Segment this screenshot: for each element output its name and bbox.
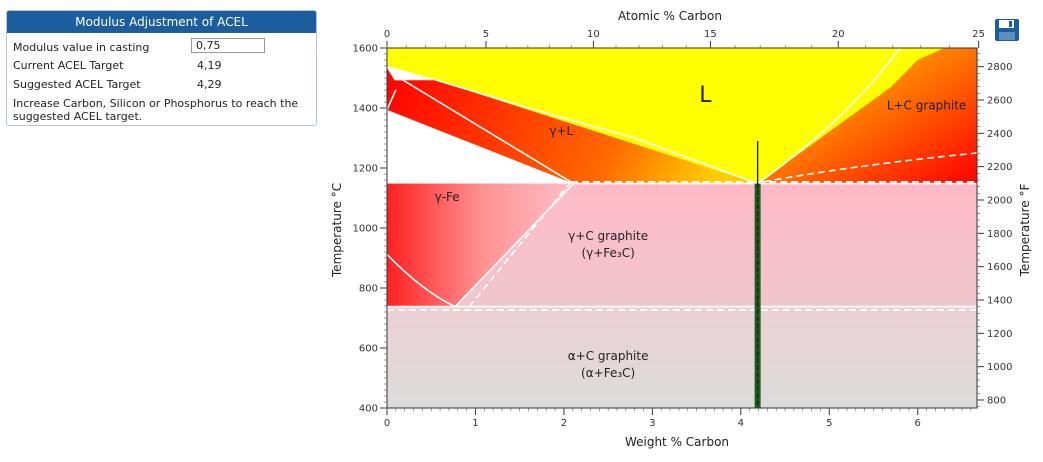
label-alpha-graphite: α+C graphite	[568, 349, 649, 363]
region-labels: L L+C graphite γ+L γ-Fe γ+C graphite (γ+Fe₃C)…	[435, 83, 967, 380]
label-gamma-liquid: γ+L	[549, 124, 573, 138]
label-gamma-fe: γ-Fe	[435, 190, 460, 204]
x-bottom-tick-label: 5	[826, 418, 832, 429]
y-right-tick-label: 1000	[987, 362, 1012, 373]
y-right-tick-label: 2800	[987, 62, 1012, 73]
y-left-tick-label: 600	[359, 344, 378, 355]
label-gamma-graphite: γ+C graphite	[568, 229, 648, 243]
y-right-tick-label: 2600	[987, 96, 1012, 107]
y-left-axis-label: Temperature °C	[330, 183, 344, 278]
label-liquid: L	[699, 83, 712, 108]
x-bottom-tick-label: 2	[561, 418, 567, 429]
x-top-tick-label: 5	[483, 29, 489, 40]
metastable-acm	[465, 181, 572, 311]
liquidus-left	[386, 65, 758, 185]
label-gamma-graphite-sub: (γ+Fe₃C)	[581, 246, 634, 260]
a3-line	[386, 253, 456, 308]
axes: 0 1 2 3 4 5 6 0 5 10 15 20 25 400 600 800 1000 1200 1400 16…	[330, 9, 1032, 449]
x-top-tick-label: 20	[832, 29, 845, 40]
y-right-tick-label: 1200	[987, 329, 1012, 340]
x-top-tick-label: 25	[972, 29, 985, 40]
plot-area	[386, 47, 978, 408]
modulus-input[interactable]	[191, 38, 265, 53]
y-right-tick-label: 1400	[987, 296, 1012, 307]
y-right-tick-label: 2400	[987, 129, 1012, 140]
region-alpha-graphite	[387, 306, 977, 408]
delta-boundary	[386, 89, 397, 111]
modulus-label: Modulus value in casting	[13, 41, 150, 54]
floppy-disk-icon[interactable]	[994, 18, 1020, 42]
liquidus-right	[757, 47, 901, 185]
x-bottom-axis-label: Weight % Carbon	[625, 435, 729, 449]
y-right-tick-label: 1800	[987, 229, 1012, 240]
modulus-panel: Modulus Adjustment of ACEL Modulus value…	[6, 10, 317, 126]
x-bottom-tick-label: 1	[472, 418, 478, 429]
x-top-axis-label: Atomic % Carbon	[618, 9, 722, 23]
y-left-tick-label: 1200	[353, 164, 378, 175]
y-right-tick-label: 2000	[987, 196, 1012, 207]
y-left-tick-label: 800	[359, 284, 378, 295]
x-top-tick-label: 0	[384, 29, 390, 40]
advice-note: Increase Carbon, Silicon or Phosphorus t…	[13, 97, 299, 123]
y-left-tick-label: 400	[359, 404, 378, 415]
y-right-tick-label: 2200	[987, 162, 1012, 173]
panel-title: Modulus Adjustment of ACEL	[7, 11, 316, 33]
suggested-acel-label: Suggested ACEL Target	[13, 78, 141, 91]
metastable-liquidus	[763, 152, 978, 183]
x-bottom-tick-label: 3	[649, 418, 655, 429]
y-left-tick-label: 1400	[353, 104, 378, 115]
y-right-axis-label: Temperature °F	[1018, 184, 1032, 278]
suggested-acel-value: 4,29	[197, 78, 222, 91]
y-left-tick-label: 1600	[353, 44, 378, 55]
label-alpha-graphite-sub: (α+Fe₃C)	[581, 366, 635, 380]
current-acel-label: Current ACEL Target	[13, 59, 124, 72]
x-top-tick-label: 15	[704, 29, 717, 40]
region-liquid-graphite	[757, 48, 977, 184]
x-bottom-tick-label: 0	[384, 418, 390, 429]
x-bottom-tick-label: 6	[915, 418, 921, 429]
x-bottom-tick-label: 4	[738, 418, 744, 429]
label-liquid-graphite: L+C graphite	[887, 99, 966, 113]
y-right-tick-label: 1600	[987, 262, 1012, 273]
region-gamma-fe-overlay	[387, 183, 574, 307]
x-top-tick-label: 10	[587, 29, 600, 40]
current-acel-value: 4,19	[197, 59, 222, 72]
y-left-tick-label: 1000	[353, 224, 378, 235]
region-gamma-liquid	[387, 66, 758, 184]
y-right-tick-label: 800	[987, 396, 1006, 407]
